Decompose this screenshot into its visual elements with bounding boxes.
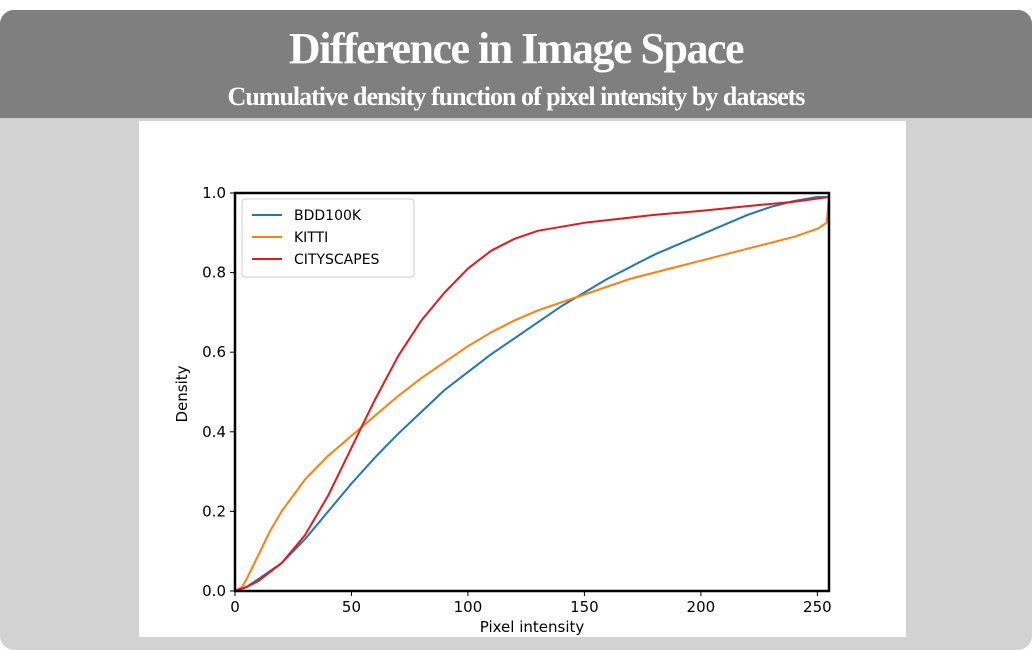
legend-label-cityscapes: CITYSCAPES <box>294 252 380 268</box>
y-tick-label: 1.0 <box>202 184 226 202</box>
x-axis-label: Pixel intensity <box>480 618 585 636</box>
y-tick-label: 0.0 <box>202 582 226 600</box>
y-axis-label: Density <box>173 365 191 422</box>
x-tick-label: 50 <box>342 598 361 616</box>
legend-box <box>241 198 415 278</box>
x-tick-label: 100 <box>454 598 483 616</box>
page-title: Difference in Image Space <box>288 24 745 73</box>
header-banner: Difference in Image Space Cumulative den… <box>0 10 1032 118</box>
y-tick-label: 0.6 <box>202 343 226 361</box>
series-line-cityscapes <box>234 196 830 592</box>
y-tick-label: 0.2 <box>202 502 226 520</box>
y-tick-label: 0.4 <box>202 423 226 441</box>
cdf-chart: 0 50 100 150 200 250 0.0 0.2 0.4 0.6 0.8 1.0 Pixel … <box>173 184 832 636</box>
page-subtitle: Cumulative density function of pixel int… <box>227 82 806 111</box>
series-line-bdd100k <box>234 196 829 592</box>
legend-label-kitti: KITTI <box>294 230 328 246</box>
legend-label-bdd100k: BDD100K <box>294 208 362 224</box>
x-tick-label: 200 <box>687 598 716 616</box>
plot-panel: 0 50 100 150 200 250 0.0 0.2 0.4 0.6 0.8 1.0 Pixel … <box>139 121 906 637</box>
slide-frame: Difference in Image Space Cumulative den… <box>0 10 1032 650</box>
legend: BDD100K KITTI CITYSCAPES <box>241 198 415 278</box>
x-tick-label: 250 <box>803 598 832 616</box>
x-tick-label: 150 <box>570 598 599 616</box>
axes-frame <box>233 191 831 593</box>
series-line-kitti <box>234 196 830 592</box>
x-tick-label: 0 <box>230 598 240 616</box>
y-tick-label: 0.8 <box>202 264 226 282</box>
